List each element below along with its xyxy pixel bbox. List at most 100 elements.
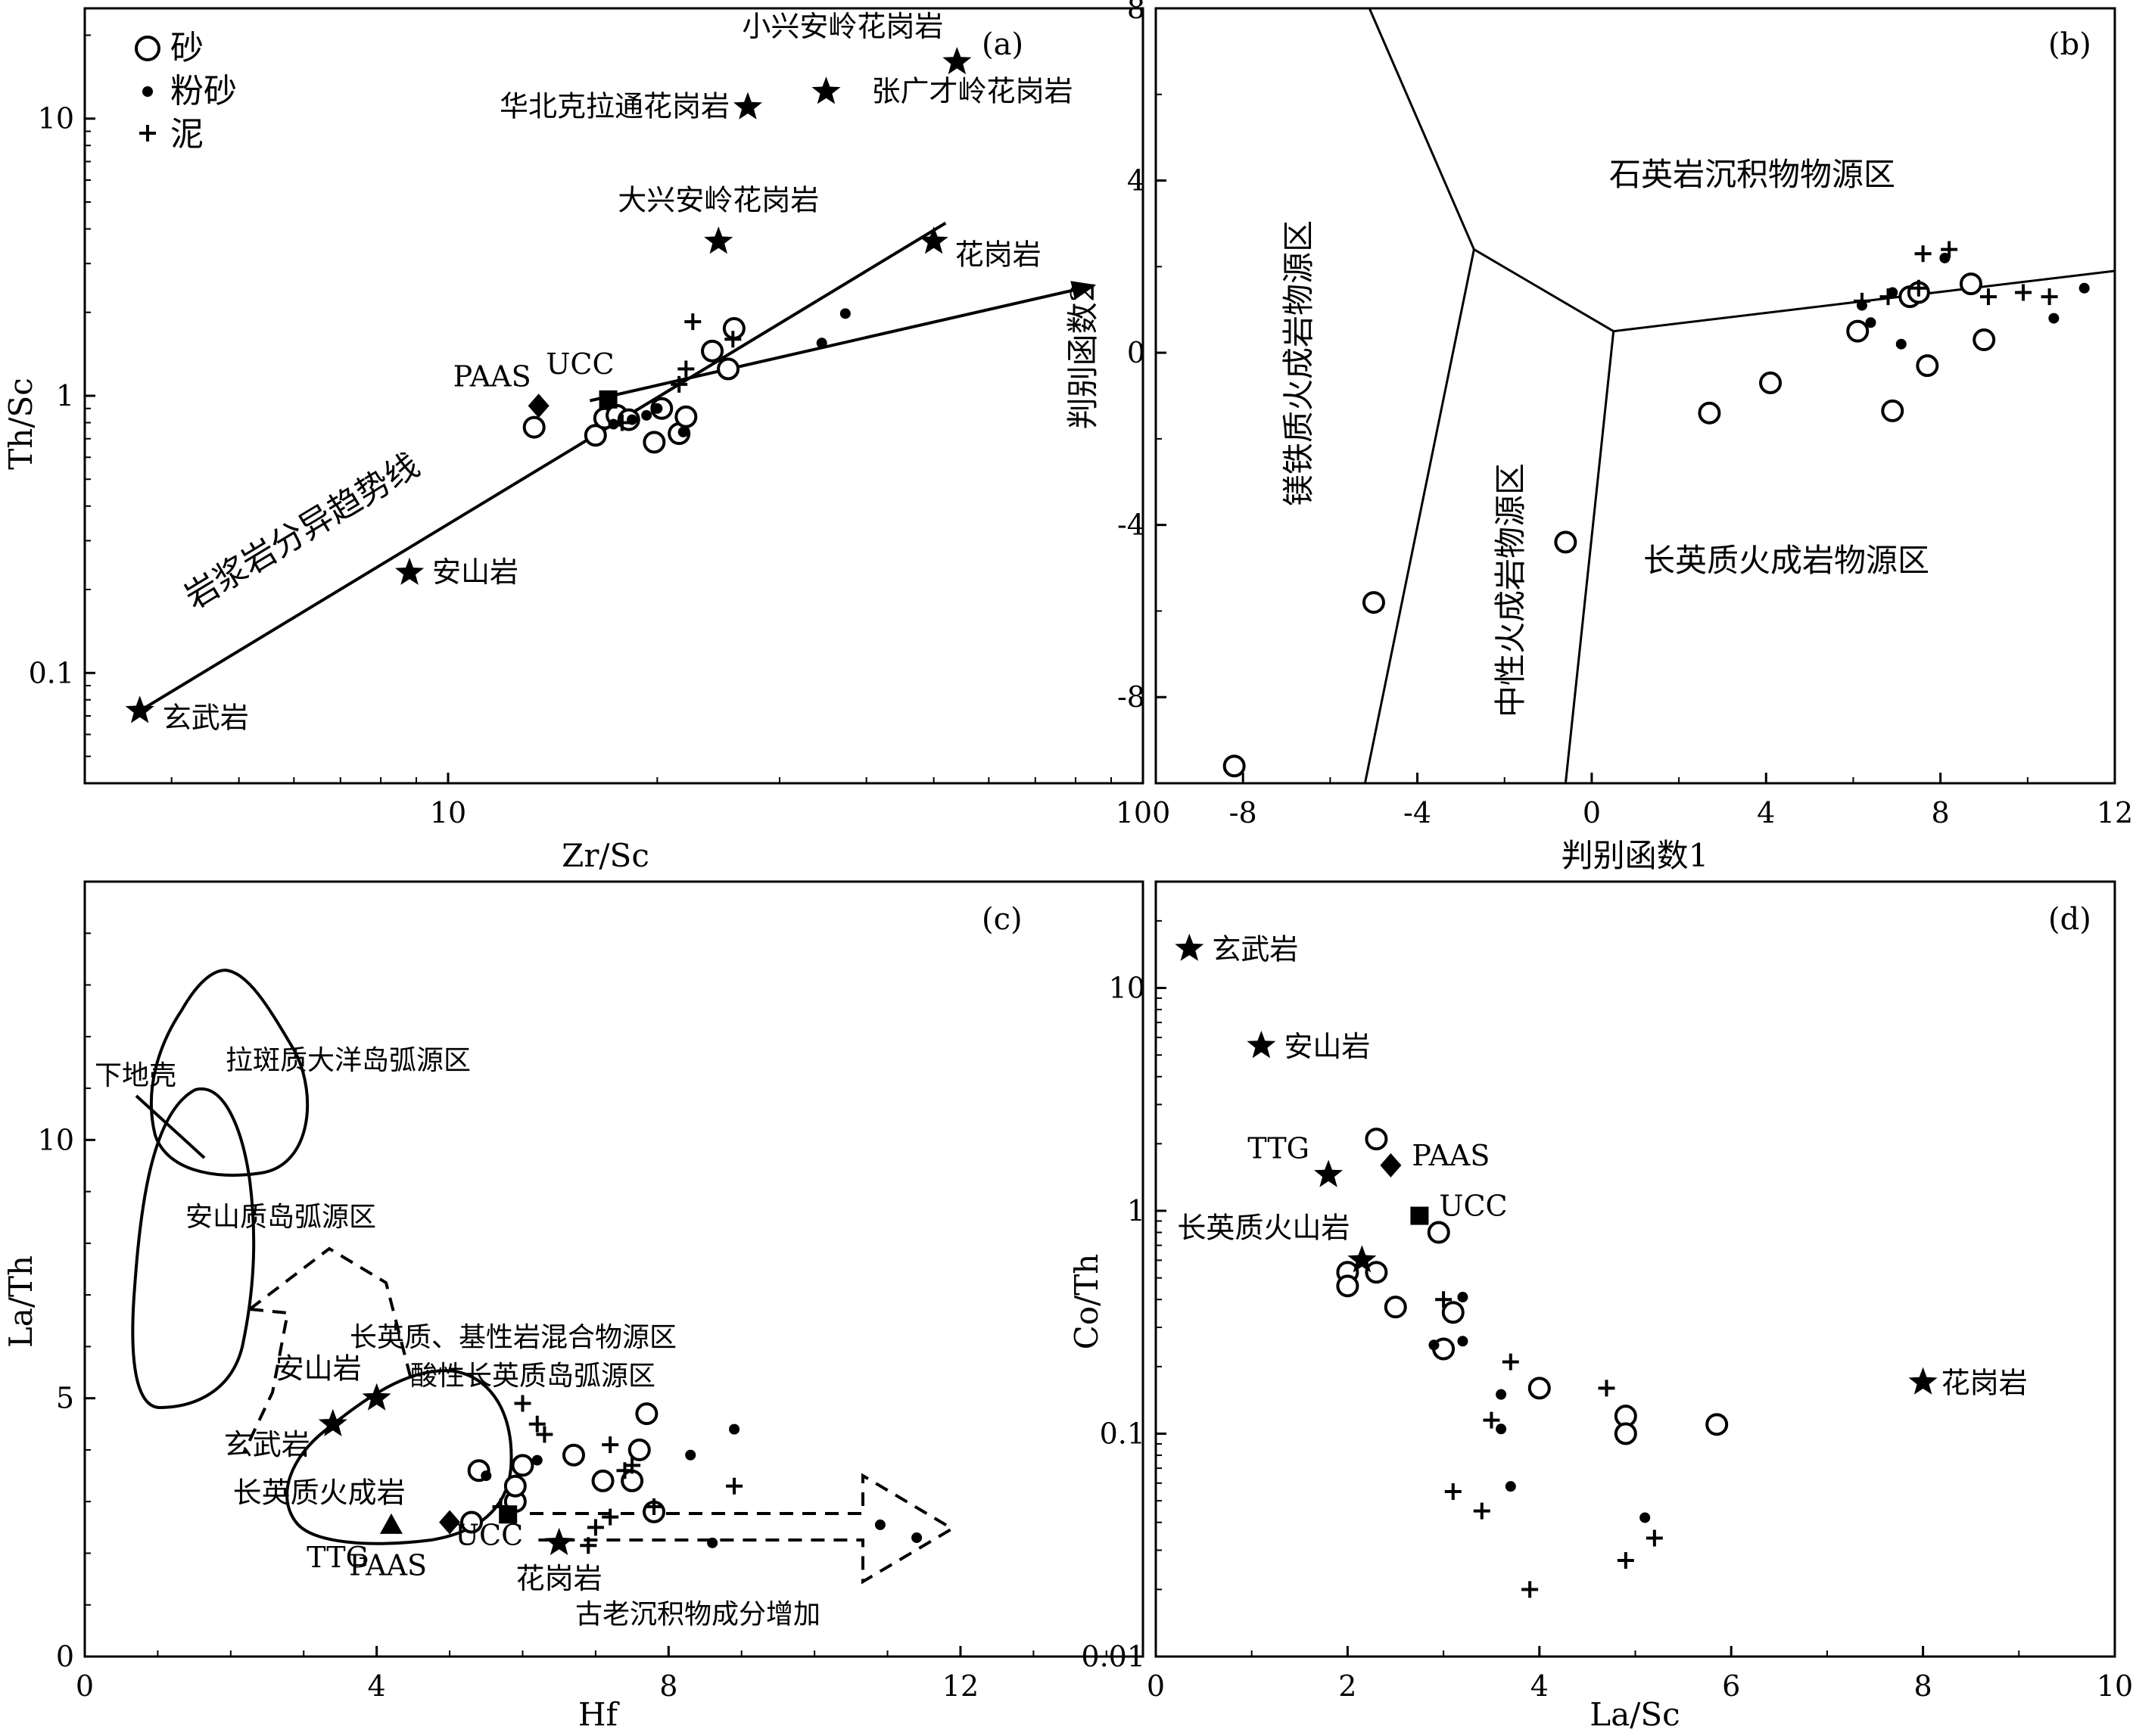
panel-c-silt-point-0: [481, 1470, 492, 1482]
panel-a-sand-point-5: [643, 431, 666, 454]
panel-b-xtick-label-4: 8: [1932, 796, 1950, 829]
panel-a-silt-point-6: [839, 308, 851, 319]
panel-b-sand-point-10: [1959, 272, 1982, 296]
panel-a-ref-marker-8: [599, 390, 618, 409]
panel-a-ytick-label-0: 0.1: [29, 656, 74, 689]
panel-d-sand-point-1: [1336, 1274, 1359, 1298]
panel-b-silt-point-6: [2078, 282, 2090, 294]
panel-c-sand-point-8: [627, 1438, 651, 1461]
panel-b-sand-point-3: [1698, 401, 1721, 425]
panel-d-xtick-label-1: 2: [1338, 1669, 1356, 1703]
panel-b-frame: [1154, 7, 2116, 785]
panel-a-trend-label: 岩浆岩分异趋势线: [178, 446, 426, 617]
panel-b-silt-point-1: [1865, 317, 1876, 328]
panel-b-xtick-label-3: 4: [1757, 796, 1775, 829]
panel-b-silt-point-2: [1887, 287, 1898, 298]
panel-a-ref-marker-0: [125, 695, 154, 723]
panel-d-sand-point-5: [1427, 1221, 1450, 1244]
panel-b-sand-point-1: [1362, 591, 1385, 614]
panel-a-ref-label-2: 大兴安岭花岗岩: [618, 183, 819, 216]
panel-c-mud-point-11: [726, 1477, 743, 1495]
panel-d-mud-point-1: [1444, 1482, 1462, 1500]
panel-c-ytick-label-0: 0: [56, 1640, 74, 1673]
panel-b-ylabel: 判别函数2: [1064, 282, 1101, 430]
panel-d-mud-point-4: [1502, 1353, 1519, 1370]
panel-b-sand-point-4: [1759, 371, 1783, 394]
panel-d-xtick-label-2: 4: [1530, 1669, 1549, 1703]
panel-a-sand-point-8: [674, 405, 698, 428]
panel-c-mud-point-3: [536, 1426, 553, 1443]
panel-a-mud-point-0: [613, 414, 631, 431]
panel-d-sand-point-10: [1614, 1422, 1637, 1445]
panel-c-ref-label-6: 花岗岩: [516, 1562, 603, 1595]
panel-a-silt-point-0: [608, 418, 619, 430]
panel-d-mud-point-0: [1435, 1291, 1453, 1308]
panel-a-mud-point-2: [677, 360, 695, 378]
panel-d-mud-point-6: [1598, 1380, 1615, 1397]
panel-d-frame: [1154, 880, 2116, 1658]
panel-d-ref-label-0: 玄武岩: [1212, 933, 1298, 966]
panel-c-ref-marker-0: [318, 1408, 347, 1436]
panel-a-silt-point-2: [641, 409, 652, 421]
legend-sand-marker: [135, 36, 160, 61]
panel-b-boundary-2: [1564, 331, 1615, 784]
panel-a-ref-label-1: 安山岩: [432, 555, 518, 589]
panel-c-silt-point-3: [707, 1537, 718, 1548]
panel-c-mixed-field: [242, 1246, 414, 1454]
panel-a-ref-label-0: 玄武岩: [163, 701, 249, 734]
panel-b-sand-point-5: [1846, 319, 1870, 343]
panel-c-silt-point-6: [911, 1532, 923, 1543]
legend-mud-marker: [139, 125, 156, 142]
panel-d-ref-label-3: PAAS: [1412, 1139, 1490, 1172]
panel-c-region-andesitic: 安山质岛弧源区: [185, 1202, 376, 1233]
panel-b-ytick-label-0: -8: [1117, 680, 1145, 714]
panel-d-ref-marker-0: [1175, 933, 1204, 961]
panel-c-region-tholeiitic: 拉斑质大洋岛弧源区: [226, 1045, 471, 1076]
panel-d-ytick-label-2: 1: [1127, 1194, 1145, 1227]
panel-a-ref-marker-7: [528, 394, 550, 418]
panel-d-ref-label-5: 长英质火山岩: [1177, 1211, 1350, 1244]
panel-c-sand-point-3: [503, 1474, 527, 1498]
panel-c-ytick-label-1: 5: [56, 1382, 74, 1415]
panel-c-tholeiitic-field: [149, 968, 310, 1177]
panel-b-boundary-1: [1363, 249, 1475, 784]
panel-d-ylabel: Co/Th: [1068, 1254, 1105, 1350]
panel-a-ref-label-6: 张广才岭花岗岩: [871, 74, 1073, 107]
panel-a-ref-label-5: 小兴安岭花岗岩: [742, 10, 943, 43]
panel-a-silt-point-5: [816, 338, 827, 349]
panel-c-ref-label-1: 安山岩: [276, 1352, 362, 1386]
panel-d-ref-label-6: 花岗岩: [1941, 1367, 2028, 1400]
panel-a-ref-marker-4: [733, 92, 762, 120]
panel-a-sand-point-0: [522, 415, 546, 439]
panel-d-ref-marker-6: [1908, 1367, 1938, 1395]
panel-d-mud-point-8: [1646, 1529, 1663, 1547]
panel-c-mud-point-1: [514, 1395, 531, 1412]
panel-c-sand-point-9: [635, 1402, 659, 1426]
panel-d-silt-point-6: [1639, 1512, 1651, 1523]
panel-c-frame: [83, 880, 1144, 1658]
panel-b-xtick-label-0: -8: [1229, 796, 1257, 829]
panel-c-region-acidic: 酸性长英质岛弧源区: [410, 1361, 655, 1392]
panel-b: (b) 判别函数1 判别函数2 镁铁质火成岩物源区 中性火成岩物源区 石英岩沉积…: [1064, 0, 2133, 874]
panel-d-sand-point-4: [1384, 1296, 1407, 1319]
panel-d-ref-marker-3: [1380, 1153, 1402, 1178]
panel-a-ytick-label-1: 1: [56, 379, 74, 412]
panel-d-ytick-label-1: 0.1: [1100, 1417, 1145, 1451]
panel-b-sand-point-2: [1554, 530, 1577, 554]
panel-c-region-lower-crust: 下地壳: [95, 1060, 176, 1091]
panel-d-silt-point-1: [1457, 1292, 1468, 1303]
panel-c-ytick-label-2: 10: [38, 1123, 74, 1156]
panel-c-ref-marker-6: [544, 1527, 574, 1555]
panel-b-region-felsic: 长英质火成岩物源区: [1643, 542, 1929, 579]
panel-c-ref-label-0: 玄武岩: [224, 1428, 310, 1461]
panel-a-label: (a): [982, 27, 1023, 62]
panel-b-ytick-label-1: -4: [1117, 509, 1145, 542]
panel-c-ref-marker-3: [379, 1513, 403, 1534]
panel-d-sand-point-11: [1705, 1413, 1729, 1436]
panel-a-trend-line-1: [589, 281, 1097, 403]
panel-a-mud-point-4: [724, 331, 742, 348]
panel-a-ref-marker-5: [942, 47, 972, 75]
panel-c-ref-label-3: TTG: [307, 1541, 369, 1574]
panel-d-ref-label-2: TTG: [1247, 1131, 1309, 1165]
